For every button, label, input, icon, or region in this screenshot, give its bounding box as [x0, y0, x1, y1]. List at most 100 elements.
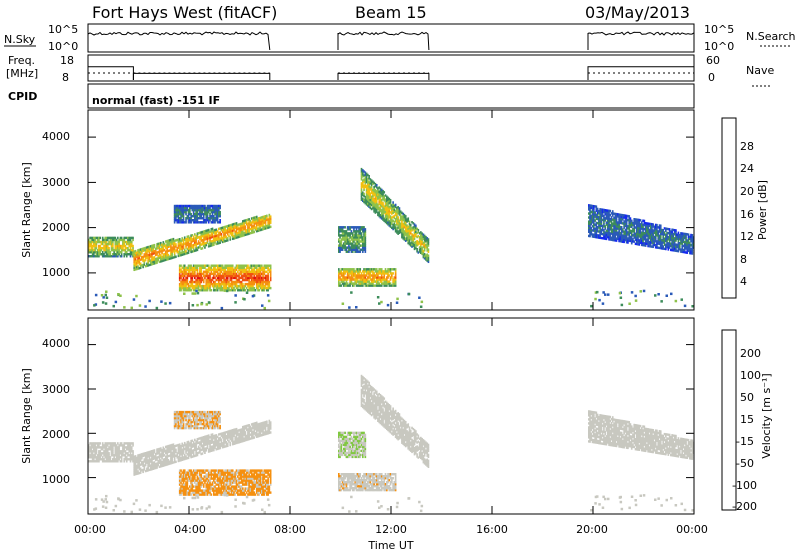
power-cell	[601, 223, 603, 225]
power-cell	[656, 224, 658, 226]
power-cell	[266, 215, 268, 217]
power-cell	[377, 296, 380, 299]
power-cell	[410, 224, 412, 226]
power-cell	[395, 274, 397, 276]
power-cell	[208, 301, 211, 304]
power-cell	[654, 294, 657, 297]
power-cell	[222, 265, 224, 267]
power-cell	[414, 238, 416, 240]
power-cell	[118, 241, 120, 243]
power-cell	[631, 220, 633, 222]
power-cell	[156, 307, 159, 310]
power-cell	[264, 289, 266, 291]
power-colorbar-label: Power [dB]	[756, 180, 769, 240]
power-cell	[132, 237, 134, 239]
power-cell	[229, 236, 231, 238]
power-cell	[123, 306, 126, 309]
power-cell	[211, 289, 213, 291]
power-cell	[105, 302, 108, 305]
power-cell	[607, 293, 610, 296]
power-cell	[604, 293, 607, 296]
power-cell	[342, 303, 345, 306]
power-cell	[110, 251, 112, 253]
power-cell	[669, 228, 671, 230]
power-cell	[660, 225, 662, 227]
power-cell	[180, 265, 182, 267]
power-cell	[183, 215, 185, 217]
date-label: 03/May/2013	[585, 3, 690, 22]
power-cell	[102, 301, 105, 304]
power-cell	[206, 303, 209, 306]
power-cell	[133, 298, 136, 301]
power-cell	[106, 297, 109, 300]
power-cell	[95, 294, 98, 297]
nsky-label: N.Sky	[4, 33, 36, 46]
power-cell	[258, 289, 260, 291]
power-cell	[602, 291, 605, 294]
power-cell	[121, 251, 123, 253]
power-cell	[194, 292, 197, 295]
power-cell	[192, 304, 195, 307]
power-cell	[189, 209, 191, 211]
cpid-label: CPID	[8, 90, 37, 103]
power-cell	[383, 191, 385, 193]
power-cell	[630, 217, 632, 219]
power-cell	[101, 294, 104, 297]
power-cell	[245, 225, 247, 227]
power-cell	[428, 251, 430, 253]
nsearch-tick-top: 10^5	[704, 23, 734, 36]
power-cell	[675, 300, 678, 303]
power-cell	[621, 226, 623, 228]
power-cell	[385, 268, 387, 270]
power-cell	[190, 213, 192, 215]
power-cell	[361, 188, 363, 190]
power-cell	[620, 297, 623, 300]
power-cell	[227, 237, 229, 239]
power-cell	[361, 232, 363, 234]
power-cell	[108, 247, 110, 249]
beam-label: Beam 15	[355, 3, 427, 22]
power-cbar-tick-24: 24	[740, 162, 754, 175]
power-cell	[234, 294, 237, 297]
power-cell	[205, 221, 207, 223]
power-cell	[148, 300, 151, 303]
power-cell	[252, 295, 255, 298]
power-cell	[409, 221, 411, 223]
power-cell	[342, 249, 344, 251]
power-cell	[219, 221, 221, 223]
power-cell	[621, 304, 624, 307]
power-cell	[597, 208, 599, 210]
power-cell	[428, 248, 430, 250]
power-cell	[264, 307, 267, 310]
power-cell	[202, 247, 204, 249]
freq-unit: [MHz]	[6, 67, 38, 80]
power-cell	[192, 292, 195, 295]
power-cell	[132, 247, 134, 249]
power-cell	[135, 295, 138, 298]
power-cbar-tick-12: 12	[740, 230, 754, 243]
power-cell	[415, 225, 417, 227]
power-cell	[93, 304, 96, 307]
power-cell	[197, 292, 200, 295]
power-cell	[660, 237, 662, 239]
power-cell	[395, 268, 397, 270]
power-colorbar-frame	[722, 118, 736, 298]
power-cell	[355, 306, 358, 309]
power-cell	[392, 201, 394, 203]
power-cell	[232, 265, 234, 267]
power-cell	[267, 294, 270, 297]
power-cell	[428, 238, 430, 240]
power-cell	[270, 265, 272, 267]
power-cell	[368, 175, 370, 177]
power-cell	[359, 268, 361, 270]
power-cell	[203, 215, 205, 217]
power-cell	[612, 210, 614, 212]
power-cell	[378, 302, 381, 305]
power-cell	[365, 242, 367, 244]
power-cell	[144, 305, 147, 308]
power-ytick-2000: 2000	[42, 221, 70, 234]
power-cell	[195, 290, 198, 293]
freq-frame	[88, 55, 694, 81]
power-cell	[255, 289, 257, 291]
